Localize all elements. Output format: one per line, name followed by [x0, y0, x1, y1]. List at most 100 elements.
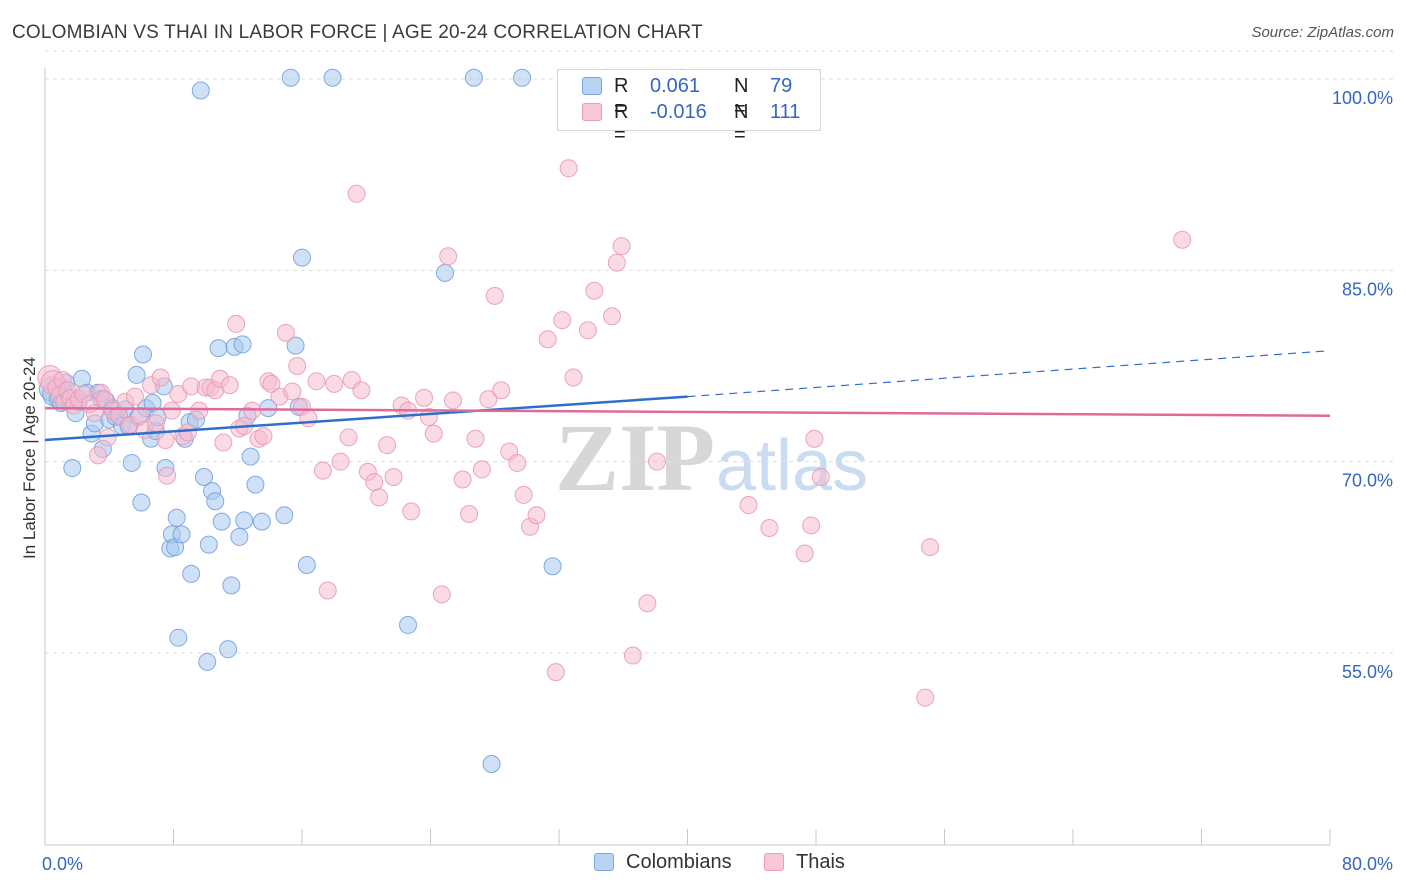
- colombian-point: [198, 652, 217, 671]
- bottom-legend-label-colombians: Colombians: [626, 851, 732, 873]
- colombian-point: [464, 68, 483, 87]
- colombian-point: [132, 493, 151, 512]
- thai-point: [479, 390, 498, 409]
- thai-point: [331, 452, 350, 471]
- colombian-point: [513, 68, 532, 87]
- thai-point: [439, 247, 458, 266]
- thai-point: [739, 496, 758, 515]
- legend-r-value: 0.061: [650, 75, 701, 97]
- thai-point: [125, 387, 144, 406]
- colombian-point: [133, 345, 152, 364]
- thai-point: [313, 461, 332, 480]
- thai-point: [415, 388, 434, 407]
- colombian-point: [241, 447, 260, 466]
- thai-point: [623, 646, 642, 665]
- colombian-point: [252, 512, 271, 531]
- thai-point: [805, 429, 824, 448]
- thai-point: [811, 467, 830, 486]
- colombian-point: [482, 754, 501, 773]
- legend-swatch-colombians: [582, 77, 602, 95]
- colombian-point: [209, 339, 228, 358]
- thai-point: [178, 423, 197, 442]
- thai-point: [795, 544, 814, 563]
- colombian-point: [212, 512, 231, 531]
- thai-point: [325, 374, 344, 393]
- thai-point: [485, 286, 504, 305]
- thai-point: [460, 504, 479, 523]
- thai-point: [443, 391, 462, 410]
- bottom-legend-label-thais: Thais: [796, 851, 845, 873]
- thai-point: [603, 307, 622, 326]
- thais-trend-line: [44, 406, 1331, 417]
- colombian-point: [63, 459, 82, 478]
- thai-point: [378, 436, 397, 455]
- x-tick-label: 0.0%: [42, 854, 83, 874]
- thai-point: [514, 485, 533, 504]
- colombian-point: [219, 640, 238, 659]
- thai-point: [220, 376, 239, 395]
- thai-point: [288, 357, 307, 375]
- thai-point: [156, 430, 175, 449]
- thai-point: [158, 466, 177, 485]
- x-tick-label: 80.0%: [1342, 854, 1393, 874]
- chart-title: COLOMBIAN VS THAI IN LABOR FORCE | AGE 2…: [12, 22, 703, 43]
- colombian-point: [235, 511, 254, 530]
- chart-source: Source: ZipAtlas.com: [1251, 24, 1394, 41]
- thai-point: [262, 374, 281, 393]
- y-tick-label: 100.0%: [1332, 88, 1393, 108]
- legend-r-label: R =: [614, 75, 629, 120]
- thai-point: [612, 237, 631, 256]
- colombian-point: [323, 68, 342, 87]
- y-tick-label: 85.0%: [1342, 279, 1393, 299]
- thai-point: [283, 382, 302, 401]
- colombian-point: [172, 525, 191, 544]
- thai-point: [508, 453, 527, 472]
- colombian-point: [435, 263, 454, 282]
- bottom-legend-swatch-thais: [764, 853, 784, 871]
- legend-swatch-thais: [582, 103, 602, 121]
- thai-point: [146, 414, 165, 433]
- thai-point: [564, 368, 583, 387]
- colombian-point: [206, 492, 225, 511]
- thai-point: [352, 381, 371, 400]
- colombian-point: [127, 365, 146, 384]
- thai-point: [370, 488, 389, 507]
- colombians-trend-extension: [687, 350, 1331, 398]
- legend-n-value: 111: [770, 101, 801, 123]
- legend-r-value: -0.016: [650, 101, 707, 123]
- thai-point: [607, 253, 626, 272]
- thai-point: [339, 428, 358, 447]
- thai-point: [538, 330, 557, 349]
- legend-n-value: 79: [770, 75, 793, 97]
- thai-point: [432, 585, 451, 604]
- thai-point: [214, 433, 233, 452]
- thai-point: [190, 401, 209, 420]
- bottom-legend-thais: Thais: [764, 851, 864, 877]
- thai-point: [307, 372, 326, 391]
- colombian-point: [122, 453, 141, 472]
- colombian-point: [246, 475, 265, 494]
- thai-point: [802, 516, 821, 535]
- thai-point: [578, 321, 597, 340]
- watermark-zip: ZIP: [555, 404, 715, 511]
- thai-point: [276, 323, 295, 342]
- thai-point: [553, 311, 572, 330]
- thai-point: [466, 429, 485, 448]
- watermark-atlas: atlas: [716, 426, 868, 506]
- colombian-point: [297, 555, 316, 574]
- colombian-point: [233, 335, 252, 354]
- legend-r-label: R =: [614, 101, 629, 146]
- thai-point: [98, 428, 117, 447]
- colombian-point: [293, 248, 311, 267]
- colombians-trend-line: [44, 395, 688, 442]
- thai-point: [162, 401, 181, 420]
- colombian-point: [195, 467, 214, 486]
- thai-point: [638, 594, 657, 613]
- thai-point: [492, 381, 511, 400]
- bottom-legend-colombians: Colombians: [594, 851, 744, 877]
- thai-point: [559, 159, 578, 178]
- thai-point: [546, 663, 565, 682]
- thai-point: [151, 368, 170, 387]
- colombian-point: [182, 564, 201, 583]
